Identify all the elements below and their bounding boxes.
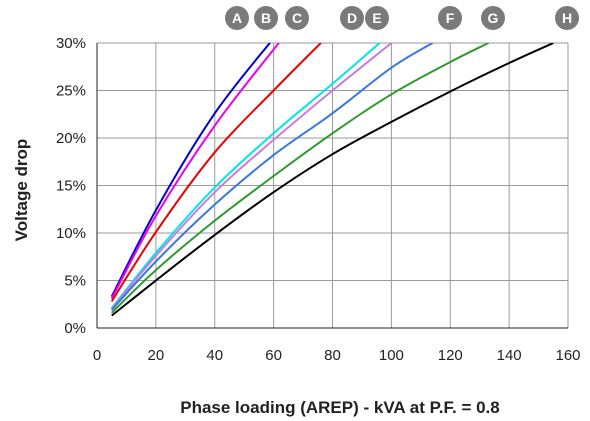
series-line-A [110, 43, 272, 298]
x-tick-label: 100 [379, 347, 404, 364]
series-line-E [110, 43, 393, 310]
curve-badge-label: F [446, 10, 455, 26]
x-tick-label: 60 [265, 347, 282, 364]
x-tick-label: 40 [206, 347, 223, 364]
series-line-G [111, 43, 489, 314]
curve-badge-H [555, 6, 579, 30]
x-axis-title: Phase loading (AREP) - kVA at P.F. = 0.8 [180, 398, 499, 417]
y-tick-label: 5% [64, 273, 86, 290]
series-line-F [110, 43, 434, 311]
curve-badge-B [254, 6, 278, 30]
curve-badge-label: B [261, 10, 271, 26]
curve-badge-E [365, 6, 389, 30]
curve-badge-F [438, 6, 462, 30]
curve-badge-label: E [372, 10, 381, 26]
y-tick-label: 25% [56, 83, 86, 100]
curve-badge-label: C [292, 10, 302, 26]
x-tick-label: 160 [555, 347, 580, 364]
y-tick-label: 15% [56, 178, 86, 195]
x-tick-label: 120 [438, 347, 463, 364]
y-tick-label: 20% [56, 130, 86, 147]
curve-badge-C [285, 6, 309, 30]
curve-badge-G [481, 6, 505, 30]
series-line-H [111, 43, 554, 317]
curve-badge-label: H [562, 10, 572, 26]
curve-badge-label: D [347, 10, 357, 26]
y-axis-title: Voltage drop [12, 139, 31, 242]
x-tick-label: 0 [93, 347, 101, 364]
curve-badge-A [225, 6, 249, 30]
curves [110, 43, 554, 317]
x-tick-label: 140 [497, 347, 522, 364]
series-line-D [110, 43, 381, 309]
plot-axes: 0 20 40 60 80 100 120 140 160 0% 5% 10% 15% 20% 25% 30% [56, 35, 581, 364]
curve-badge-label: A [232, 10, 242, 26]
curve-badge-D [340, 6, 364, 30]
plot-grid [97, 42, 569, 328]
series-line-C [110, 43, 323, 302]
y-tick-label: 0% [64, 320, 86, 337]
y-tick-label: 30% [56, 35, 86, 52]
x-tick-label: 20 [148, 347, 165, 364]
series-line-B [110, 43, 281, 300]
x-tick-label: 80 [324, 347, 341, 364]
y-tick-label: 10% [56, 225, 86, 242]
curve-badge-label: G [488, 10, 499, 26]
